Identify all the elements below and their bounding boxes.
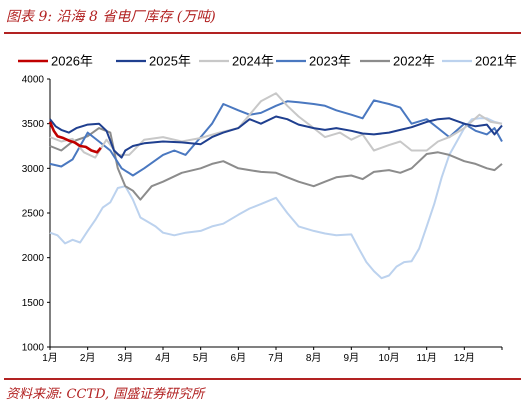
footer-divider — [4, 378, 521, 380]
y-tick-label: 1000 — [22, 343, 45, 354]
x-tick-label: 4月 — [155, 352, 171, 364]
x-tick-label: 5月 — [193, 352, 209, 364]
legend: 2026年 2025年 2024年 2023年 2022年 2021年 — [18, 54, 517, 69]
legend-label: 2026年 — [51, 54, 93, 69]
x-tick-label: 3月 — [118, 352, 134, 364]
legend-label: 2025年 — [149, 54, 191, 69]
x-tick-label: 11月 — [416, 352, 436, 364]
series-line-2025 — [49, 115, 503, 159]
y-tick-label: 2500 — [22, 209, 45, 220]
x-tick-label: 12月 — [454, 352, 475, 364]
axes: 1000 1500 2000 2500 3000 3500 4000 1月 2月 3月 4月 5月 6月… — [22, 75, 503, 364]
x-tick-label: 6月 — [231, 352, 247, 364]
x-tick-label: 8月 — [306, 352, 322, 364]
series-lines — [48, 92, 503, 280]
x-tick-label: 7月 — [268, 352, 284, 364]
y-tick-label: 1500 — [22, 298, 45, 309]
series-line-2023 — [49, 99, 503, 177]
x-tick-label: 10月 — [378, 352, 399, 364]
title-divider — [4, 32, 521, 34]
series-line-2026 — [48, 121, 102, 154]
legend-label: 2021年 — [475, 54, 517, 69]
x-tick-label: 2月 — [80, 352, 96, 364]
y-tick-label: 2000 — [22, 253, 45, 264]
legend-label: 2023年 — [309, 54, 351, 69]
legend-label: 2022年 — [393, 54, 435, 69]
x-tick-label: 1月 — [42, 352, 58, 364]
series-line-2021 — [49, 117, 503, 280]
chart-title: 图表 9: 沿海 8 省电厂库存 (万吨) — [6, 9, 216, 25]
series-line-2022 — [49, 127, 503, 201]
y-tick-label: 3000 — [22, 164, 45, 175]
y-tick-label: 4000 — [22, 75, 45, 86]
x-tick-label: 9月 — [344, 352, 360, 364]
legend-label: 2024年 — [232, 54, 274, 69]
y-tick-label: 3500 — [22, 119, 45, 130]
source-note: 资料来源: CCTD, 国盛证券研究所 — [6, 387, 205, 402]
